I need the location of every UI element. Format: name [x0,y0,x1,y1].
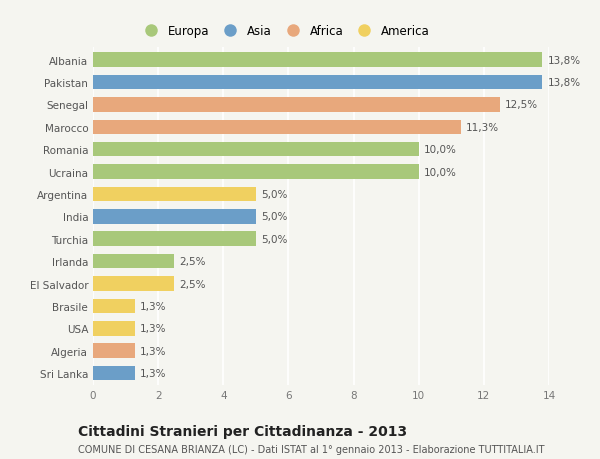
Bar [93,143,419,157]
Text: 1,3%: 1,3% [140,324,167,334]
Bar [93,344,136,358]
Bar [93,98,500,112]
Text: 5,0%: 5,0% [261,190,287,200]
Text: 2,5%: 2,5% [179,279,206,289]
Text: 1,3%: 1,3% [140,346,167,356]
Text: 1,3%: 1,3% [140,301,167,311]
Bar [93,366,136,381]
Bar [93,187,256,202]
Bar [93,210,256,224]
Text: 10,0%: 10,0% [424,145,457,155]
Text: 13,8%: 13,8% [547,78,580,88]
Text: COMUNE DI CESANA BRIANZA (LC) - Dati ISTAT al 1° gennaio 2013 - Elaborazione TUT: COMUNE DI CESANA BRIANZA (LC) - Dati IST… [78,444,545,454]
Text: 11,3%: 11,3% [466,123,499,133]
Text: 5,0%: 5,0% [261,234,287,244]
Text: Cittadini Stranieri per Cittadinanza - 2013: Cittadini Stranieri per Cittadinanza - 2… [78,425,407,438]
Bar [93,120,461,135]
Bar [93,321,136,336]
Bar [93,53,542,68]
Bar [93,232,256,246]
Text: 10,0%: 10,0% [424,167,457,177]
Bar [93,165,419,179]
Bar [93,254,175,269]
Bar [93,76,542,90]
Bar [93,277,175,291]
Text: 12,5%: 12,5% [505,100,538,110]
Bar [93,299,136,313]
Text: 5,0%: 5,0% [261,212,287,222]
Legend: Europa, Asia, Africa, America: Europa, Asia, Africa, America [139,25,430,39]
Text: 1,3%: 1,3% [140,368,167,378]
Text: 13,8%: 13,8% [547,56,580,66]
Text: 2,5%: 2,5% [179,257,206,267]
